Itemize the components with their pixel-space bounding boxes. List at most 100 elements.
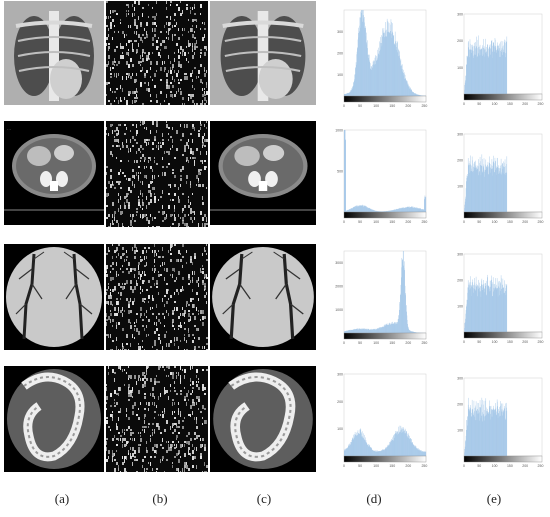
colon-radiograph-decrypted (210, 366, 316, 472)
x-tick-label: 0 (463, 102, 465, 106)
x-tick-label: 200 (522, 464, 528, 468)
x-tick-label: 0 (343, 341, 345, 345)
intensity-gradient-bar (343, 455, 427, 463)
intensity-gradient-bar (343, 95, 427, 103)
x-tick-label: 0 (463, 464, 465, 468)
y-tick-label: 200 (457, 39, 463, 43)
x-tick-label: 50 (477, 464, 481, 468)
x-tick-label: 150 (389, 464, 395, 468)
x-tick-label: 150 (507, 102, 513, 106)
x-tick-label: 50 (358, 341, 362, 345)
leg-angiogram-decrypted (210, 244, 316, 350)
y-tick-label: 100 (457, 66, 463, 70)
intensity-gradient-bar (343, 332, 427, 340)
y-tick-label: 200 (337, 400, 343, 404)
chest-xray-encrypted (106, 1, 208, 105)
y-tick-label: 300 (337, 373, 343, 377)
x-tick-label: 150 (507, 464, 513, 468)
x-tick-label: 250 (421, 341, 427, 345)
chest-xray-decrypted (210, 1, 316, 105)
caption-d: (d) (366, 491, 382, 506)
y-tick-label: 1000 (335, 308, 343, 312)
abdominal-ct-original: ··· (4, 121, 104, 225)
x-tick-label: 250 (421, 220, 427, 224)
caption-b: (b) (152, 491, 168, 506)
x-tick-label: 0 (463, 220, 465, 224)
x-tick-label: 100 (373, 220, 379, 224)
colon-radiograph-encrypted (106, 366, 208, 472)
x-tick-label: 100 (492, 102, 498, 106)
y-tick-label: 100 (337, 73, 343, 77)
colon-radiograph-original (4, 366, 104, 472)
y-tick-label: 100 (457, 429, 463, 433)
y-tick-label: 300 (337, 30, 343, 34)
x-tick-label: 150 (389, 104, 395, 108)
intensity-gradient-bar (463, 455, 543, 463)
x-tick-label: 200 (522, 340, 528, 344)
y-tick-label: 100 (337, 427, 343, 431)
x-tick-label: 100 (373, 341, 379, 345)
leg-angiogram-encrypted-histogram: 300 200 100 0 50 100 150 200 250 (457, 253, 544, 345)
x-tick-label: 200 (522, 220, 528, 224)
x-tick-label: 50 (477, 220, 481, 224)
x-tick-label: 200 (522, 102, 528, 106)
y-tick-label: 200 (457, 279, 463, 283)
x-tick-label: 200 (405, 104, 411, 108)
x-tick-label: 250 (421, 104, 427, 108)
x-tick-label: 100 (373, 464, 379, 468)
x-tick-label: 0 (463, 340, 465, 344)
x-tick-label: 100 (492, 464, 498, 468)
x-tick-label: 50 (358, 104, 362, 108)
leg-angiogram-encrypted (106, 244, 208, 350)
x-tick-label: 50 (358, 220, 362, 224)
x-tick-label: 50 (477, 340, 481, 344)
y-tick-label: 100 (457, 185, 463, 189)
colon-radiograph-encrypted-histogram: 300 200 100 0 50 100 150 200 250 (457, 377, 544, 469)
y-tick-label: 300 (457, 13, 463, 17)
y-tick-label: 1000 (335, 129, 343, 133)
x-tick-label: 0 (343, 464, 345, 468)
x-tick-label: 50 (358, 464, 362, 468)
x-tick-label: 150 (507, 220, 513, 224)
caption-e: (e) (486, 491, 502, 506)
x-tick-label: 250 (538, 220, 544, 224)
x-tick-label: 200 (405, 464, 411, 468)
x-tick-label: 100 (373, 104, 379, 108)
x-tick-label: 0 (343, 220, 345, 224)
intensity-gradient-bar (463, 211, 543, 219)
y-tick-label: 100 (457, 305, 463, 309)
intensity-gradient-bar (343, 211, 427, 219)
x-tick-label: 250 (538, 340, 544, 344)
x-tick-label: 150 (389, 220, 395, 224)
chest-xray-encrypted-histogram: 300 200 100 0 50 100 150 200 250 (457, 13, 543, 107)
svg-text:···: ··· (7, 127, 11, 132)
y-tick-label: 300 (457, 253, 463, 257)
colon-radiograph-original-histogram: 300 200 100 0 50 100 150 200 250 (337, 373, 427, 469)
leg-angiogram-original (4, 244, 104, 350)
intensity-gradient-bar (463, 93, 543, 101)
leg-angiogram-original-histogram: 3000 2000 1000 0 50 100 150 200 250 (335, 250, 427, 345)
intensity-gradient-bar (463, 331, 543, 339)
x-tick-label: 0 (343, 104, 345, 108)
x-tick-label: 100 (492, 220, 498, 224)
caption-a: (a) (54, 491, 70, 506)
abdominal-ct-original-histogram: 1000 500 0 50 100 150 200 250 (335, 129, 427, 225)
abdominal-ct-encrypted-histogram: 300 200 100 0 50 100 150 200 250 (457, 133, 544, 225)
chest-xray-original-histogram: 300 200 100 0 50 100 150 200 250 (337, 9, 427, 108)
y-tick-label: 200 (337, 52, 343, 56)
y-tick-label: 3000 (335, 261, 343, 265)
x-tick-label: 250 (538, 464, 544, 468)
x-tick-label: 200 (405, 220, 411, 224)
y-tick-label: 500 (337, 170, 343, 174)
y-tick-label: 300 (457, 133, 463, 137)
y-tick-label: 200 (457, 159, 463, 163)
chest-xray-original (4, 1, 104, 105)
x-tick-label: 250 (421, 464, 427, 468)
y-tick-label: 300 (457, 377, 463, 381)
abdominal-ct-decrypted (210, 121, 316, 225)
caption-c: (c) (256, 491, 272, 506)
y-tick-label: 2000 (335, 285, 343, 289)
x-tick-label: 150 (507, 340, 513, 344)
x-tick-label: 200 (405, 341, 411, 345)
abdominal-ct-encrypted (106, 121, 208, 227)
